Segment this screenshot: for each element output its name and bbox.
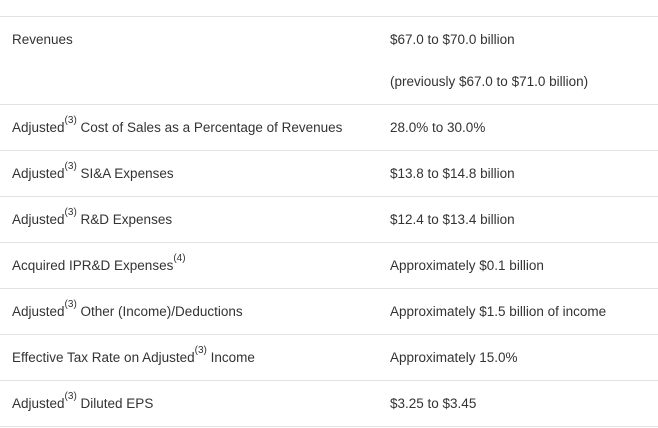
row-label: Revenues [0,17,390,62]
row-label-text: Cost of Sales as a Percentage of Revenue… [76,120,343,135]
row-label-text: Adjusted [12,166,65,181]
row-label-text: Adjusted [12,304,65,319]
row-value: Approximately $0.1 billion [390,243,658,288]
table-row: Effective Tax Rate on Adjusted(3) Income… [0,335,658,381]
row-label-text: SI&A Expenses [76,166,174,181]
row-label: Adjusted(3) Diluted EPS [0,381,390,426]
row-value-primary: Approximately $1.5 billion of income [390,304,607,319]
row-value: $67.0 to $70.0 billion (previously $67.0… [390,17,658,104]
row-value: Approximately $1.5 billion of income [390,289,658,334]
row-label-text: Adjusted [12,396,65,411]
table-row: Acquired IPR&D Expenses(4) Approximately… [0,243,658,289]
row-label-text: Revenues [12,32,73,47]
row-value-secondary: (previously $67.0 to $71.0 billion) [390,74,589,89]
row-label-text: Effective Tax Rate on Adjusted [12,350,195,365]
row-value: $13.8 to $14.8 billion [390,151,658,196]
footnote-ref: (3) [194,344,207,356]
table-row: Adjusted(3) SI&A Expenses $13.8 to $14.8… [0,151,658,197]
row-value-primary: Approximately $0.1 billion [390,258,544,273]
row-value-primary: $13.8 to $14.8 billion [390,166,515,181]
footnote-ref: (4) [173,252,186,264]
row-label: Adjusted(3) R&D Expenses [0,197,390,242]
row-value-primary: $67.0 to $70.0 billion [390,32,515,47]
footnote-ref: (3) [64,160,77,172]
row-value: $3.25 to $3.45 [390,381,658,426]
row-value: 28.0% to 30.0% [390,105,658,150]
table-row: Adjusted(3) Cost of Sales as a Percentag… [0,105,658,151]
row-label-text: R&D Expenses [76,212,173,227]
row-label: Adjusted(3) Cost of Sales as a Percentag… [0,105,390,150]
footnote-ref: (3) [64,298,77,310]
table-row: Adjusted(3) Other (Income)/Deductions Ap… [0,289,658,335]
row-label: Acquired IPR&D Expenses(4) [0,243,390,288]
row-label-text: Adjusted [12,212,65,227]
row-value: Approximately 15.0% [390,335,658,380]
footnote-ref: (3) [64,206,77,218]
row-label-text: Income [206,350,255,365]
row-value-primary: 28.0% to 30.0% [390,120,486,135]
row-value-primary: Approximately 15.0% [390,350,518,365]
row-label: Adjusted(3) Other (Income)/Deductions [0,289,390,334]
table-row: Revenues $67.0 to $70.0 billion (previou… [0,17,658,105]
financial-guidance-table: Revenues $67.0 to $70.0 billion (previou… [0,16,658,427]
row-label-text: Acquired IPR&D Expenses [12,258,174,273]
row-value-primary: $12.4 to $13.4 billion [390,212,515,227]
footnote-ref: (3) [64,390,77,402]
row-label-text: Adjusted [12,120,65,135]
table-row: Adjusted(3) R&D Expenses $12.4 to $13.4 … [0,197,658,243]
row-label: Effective Tax Rate on Adjusted(3) Income [0,335,390,380]
row-label-text: Other (Income)/Deductions [76,304,243,319]
row-value: $12.4 to $13.4 billion [390,197,658,242]
footnote-ref: (3) [64,114,77,126]
row-label: Adjusted(3) SI&A Expenses [0,151,390,196]
table-row: Adjusted(3) Diluted EPS $3.25 to $3.45 [0,381,658,427]
row-value-primary: $3.25 to $3.45 [390,396,477,411]
row-label-text: Diluted EPS [76,396,154,411]
